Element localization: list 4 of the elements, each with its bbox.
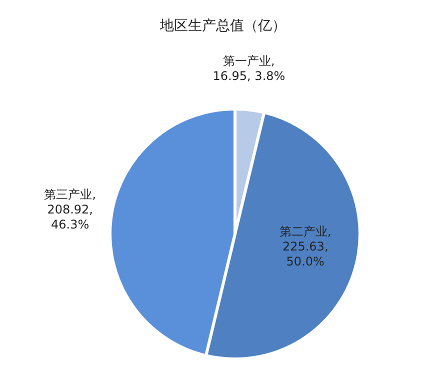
slice-label: 第二产业, 225.63, 50.0% [279, 224, 332, 269]
slice-label: 第一产业, 16.95, 3.8% [212, 54, 286, 84]
chart-title: 地区生产总值（亿） [159, 18, 286, 34]
slice-label: 第三产业, 208.92, 46.3% [44, 188, 96, 232]
